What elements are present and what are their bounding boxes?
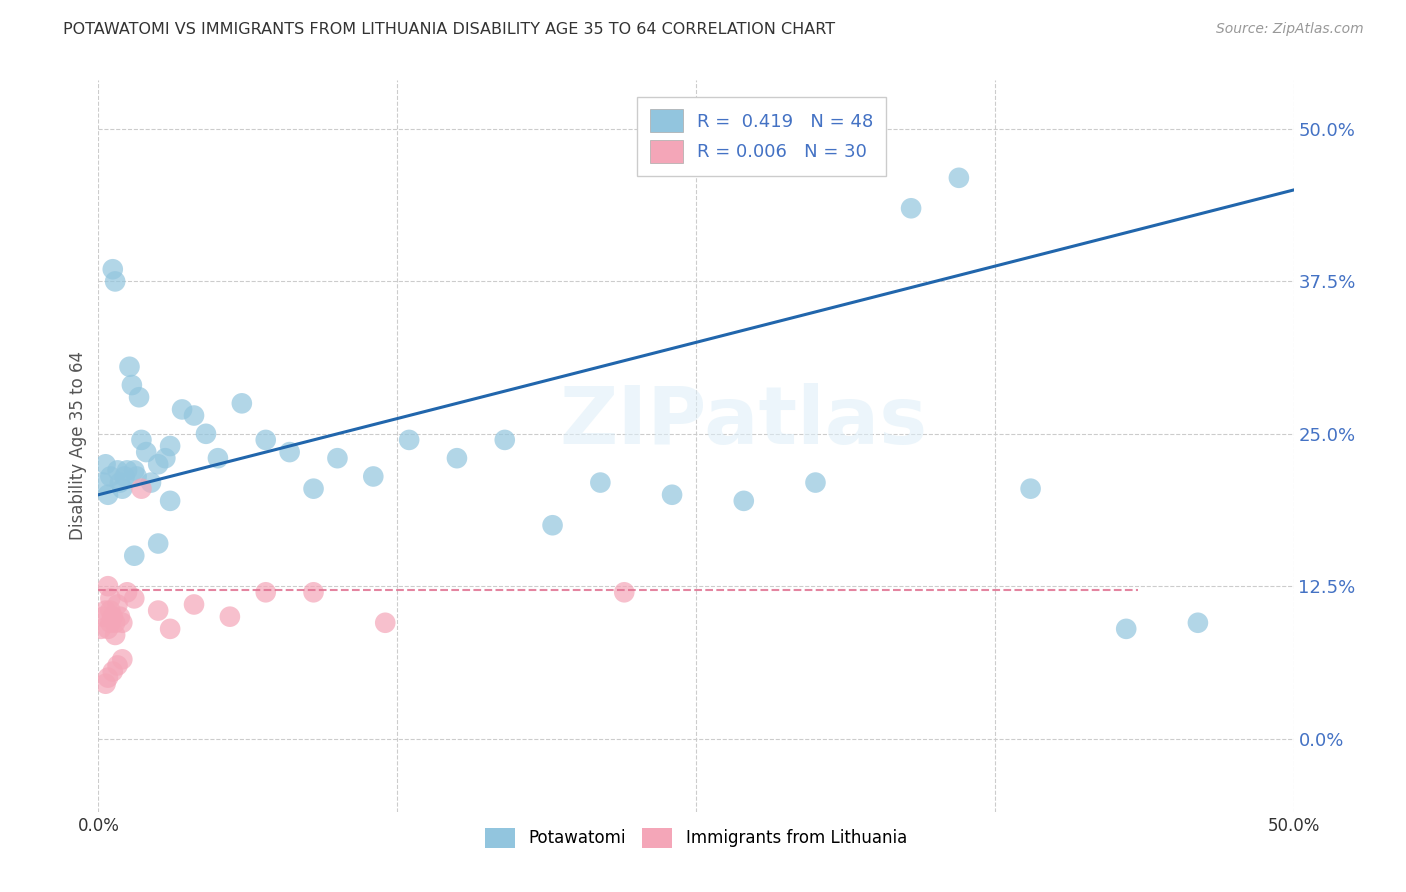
- Point: [231, 396, 253, 410]
- Point: [148, 536, 170, 550]
- Point: [94, 457, 117, 471]
- Point: [326, 451, 349, 466]
- Point: [131, 482, 153, 496]
- Point: [97, 579, 120, 593]
- Point: [1115, 622, 1137, 636]
- Point: [398, 433, 420, 447]
- Point: [111, 482, 134, 496]
- Point: [118, 359, 141, 374]
- Point: [108, 609, 131, 624]
- Point: [97, 622, 120, 636]
- Point: [91, 475, 114, 490]
- Point: [948, 170, 970, 185]
- Point: [124, 463, 146, 477]
- Point: [90, 622, 112, 636]
- Point: [107, 658, 129, 673]
- Point: [278, 445, 301, 459]
- Point: [374, 615, 396, 630]
- Y-axis label: Disability Age 35 to 64: Disability Age 35 to 64: [69, 351, 87, 541]
- Point: [124, 591, 146, 606]
- Point: [111, 615, 134, 630]
- Point: [107, 598, 129, 612]
- Point: [900, 202, 922, 216]
- Point: [254, 433, 277, 447]
- Point: [104, 274, 127, 288]
- Point: [94, 676, 117, 690]
- Point: [195, 426, 218, 441]
- Point: [111, 652, 134, 666]
- Point: [121, 378, 143, 392]
- Point: [97, 671, 120, 685]
- Text: Source: ZipAtlas.com: Source: ZipAtlas.com: [1216, 22, 1364, 37]
- Point: [159, 622, 181, 636]
- Point: [91, 609, 114, 624]
- Point: [115, 585, 138, 599]
- Point: [254, 585, 277, 599]
- Point: [661, 488, 683, 502]
- Point: [1187, 615, 1209, 630]
- Point: [101, 262, 124, 277]
- Point: [589, 475, 612, 490]
- Point: [446, 451, 468, 466]
- Point: [98, 591, 122, 606]
- Point: [183, 409, 205, 423]
- Point: [159, 439, 181, 453]
- Point: [131, 433, 153, 447]
- Point: [114, 469, 136, 483]
- Point: [733, 494, 755, 508]
- Point: [148, 603, 170, 617]
- Point: [98, 615, 122, 630]
- Point: [363, 469, 385, 483]
- Point: [219, 609, 242, 624]
- Point: [302, 482, 325, 496]
- Point: [115, 463, 138, 477]
- Point: [98, 603, 122, 617]
- Point: [302, 585, 325, 599]
- Point: [135, 445, 157, 459]
- Point: [1019, 482, 1042, 496]
- Point: [108, 475, 131, 490]
- Point: [148, 457, 170, 471]
- Point: [125, 469, 148, 483]
- Point: [104, 615, 127, 630]
- Point: [172, 402, 194, 417]
- Point: [101, 665, 124, 679]
- Point: [207, 451, 229, 466]
- Point: [98, 469, 122, 483]
- Point: [613, 585, 636, 599]
- Legend: Potawatomi, Immigrants from Lithuania: Potawatomi, Immigrants from Lithuania: [478, 821, 914, 855]
- Point: [97, 488, 120, 502]
- Point: [128, 390, 150, 404]
- Text: POTAWATOMI VS IMMIGRANTS FROM LITHUANIA DISABILITY AGE 35 TO 64 CORRELATION CHAR: POTAWATOMI VS IMMIGRANTS FROM LITHUANIA …: [63, 22, 835, 37]
- Point: [155, 451, 177, 466]
- Point: [104, 628, 127, 642]
- Point: [494, 433, 516, 447]
- Point: [101, 609, 124, 624]
- Point: [159, 494, 181, 508]
- Point: [804, 475, 827, 490]
- Text: ZIPatlas: ZIPatlas: [560, 383, 928, 460]
- Point: [94, 603, 117, 617]
- Point: [139, 475, 162, 490]
- Point: [183, 598, 205, 612]
- Point: [107, 463, 129, 477]
- Point: [541, 518, 564, 533]
- Point: [124, 549, 146, 563]
